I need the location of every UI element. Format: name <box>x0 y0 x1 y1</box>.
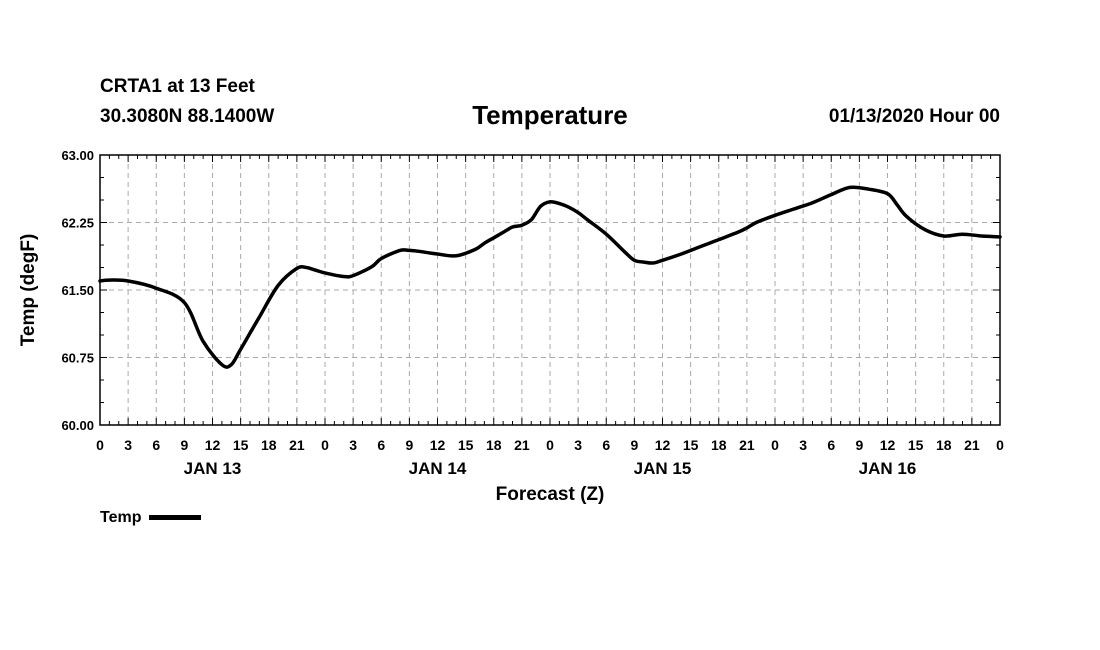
y-tick-label: 61.50 <box>61 283 94 298</box>
x-tick-label: 0 <box>771 437 779 453</box>
x-tick-label: 6 <box>602 437 610 453</box>
x-tick-label: 6 <box>827 437 835 453</box>
x-tick-label: 15 <box>458 437 474 453</box>
legend-label: Temp <box>100 509 142 526</box>
x-tick-label: 18 <box>936 437 952 453</box>
x-tick-label: 18 <box>261 437 277 453</box>
x-tick-label: 18 <box>711 437 727 453</box>
x-tick-label: 18 <box>486 437 502 453</box>
day-label: JAN 16 <box>859 459 917 478</box>
x-tick-label: 12 <box>205 437 221 453</box>
y-tick-label: 63.00 <box>61 148 94 163</box>
x-tick-label: 6 <box>377 437 385 453</box>
series-line-temp <box>98 185 1002 369</box>
x-tick-label: 21 <box>739 437 755 453</box>
day-label: JAN 13 <box>184 459 242 478</box>
x-tick-label: 6 <box>152 437 160 453</box>
day-label: JAN 14 <box>409 459 467 478</box>
x-tick-label: 9 <box>180 437 188 453</box>
day-label: JAN 15 <box>634 459 692 478</box>
y-tick-label: 60.75 <box>61 351 94 366</box>
x-tick-label: 21 <box>964 437 980 453</box>
x-tick-label: 0 <box>321 437 329 453</box>
x-tick-label: 0 <box>996 437 1004 453</box>
y-axis-title: Temp (degF) <box>18 234 39 347</box>
x-tick-label: 9 <box>405 437 413 453</box>
legend-line-swatch <box>149 515 202 521</box>
x-axis-title: Forecast (Z) <box>496 484 605 505</box>
y-tick-label: 62.25 <box>61 216 94 231</box>
x-tick-label: 0 <box>546 437 554 453</box>
x-tick-label: 15 <box>908 437 924 453</box>
x-tick-label: 21 <box>289 437 305 453</box>
chart-title: Temperature <box>472 100 628 130</box>
station-name: CRTA1 at 13 Feet <box>100 76 255 97</box>
x-tick-label: 3 <box>349 437 357 453</box>
x-tick-label: 9 <box>630 437 638 453</box>
x-tick-label: 15 <box>683 437 699 453</box>
x-tick-label: 15 <box>233 437 249 453</box>
legend: Temp <box>100 509 202 527</box>
x-tick-label: 3 <box>799 437 807 453</box>
x-tick-label: 12 <box>430 437 446 453</box>
x-tick-label: 3 <box>124 437 132 453</box>
y-tick-label: 60.00 <box>61 418 94 433</box>
forecast-datetime: 01/13/2020 Hour 00 <box>828 106 1000 127</box>
x-tick-label: 0 <box>96 437 104 453</box>
x-tick-label: 12 <box>655 437 671 453</box>
x-tick-label: 9 <box>855 437 863 453</box>
x-tick-label: 12 <box>880 437 896 453</box>
x-tick-label: 21 <box>514 437 530 453</box>
x-tick-label: 3 <box>574 437 582 453</box>
station-coordinates: 30.3080N 88.1400W <box>100 106 275 127</box>
